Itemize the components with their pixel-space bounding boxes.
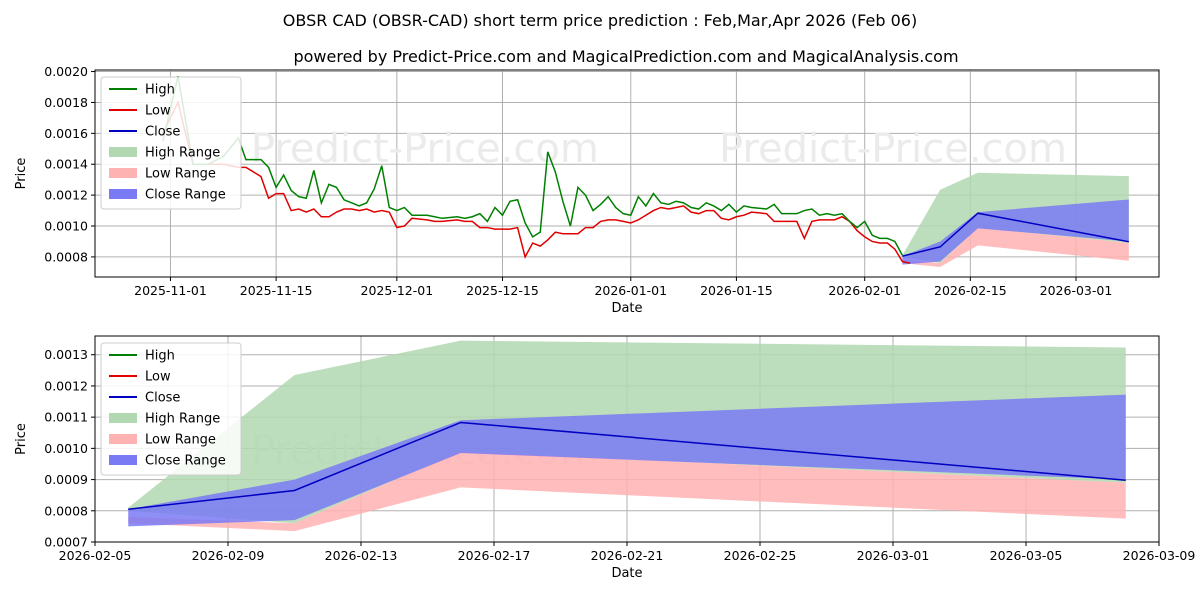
legend-close-label: Close (145, 125, 180, 140)
y-tick-label: 0.0010 (44, 219, 88, 234)
x-tick-label: 2026-03-09 (1123, 548, 1196, 563)
low-line (162, 100, 911, 264)
legend-close-range-label: Close Range (145, 188, 226, 203)
x-tick-label: 2025-12-15 (466, 283, 539, 298)
x-tick-label: 2026-02-21 (591, 548, 664, 563)
y-tick-label: 0.0012 (44, 378, 88, 393)
y-tick-label: 0.0013 (44, 347, 88, 362)
legend-low-range-swatch (109, 434, 137, 444)
x-tick-label: 2026-01-01 (594, 283, 667, 298)
legend-close-range-swatch (109, 455, 137, 465)
y-tick-label: 0.0009 (44, 472, 88, 487)
legend-high-range-swatch (109, 413, 137, 423)
watermark: Predict-Price.com (251, 126, 599, 172)
y-tick-label: 0.0007 (44, 535, 88, 550)
close-line (902, 212, 1129, 257)
legend-close-label: Close (145, 391, 180, 406)
chart-title: OBSR CAD (OBSR-CAD) short term price pre… (283, 11, 917, 30)
y-tick-label: 0.0010 (44, 441, 88, 456)
close-range-band (902, 199, 1129, 265)
x-tick-label: 2025-11-01 (134, 283, 207, 298)
x-tick-label: 2026-03-01 (1040, 283, 1113, 298)
x-tick-label: 2026-01-15 (700, 283, 773, 298)
plot-area: Predict-Price.com Predict-Price.com (162, 76, 1129, 267)
x-tick-label: 2026-02-09 (192, 548, 265, 563)
y-tick-label: 0.0020 (44, 64, 88, 79)
legend-close-range-swatch (109, 189, 137, 199)
y-tick-label: 0.0014 (44, 157, 88, 172)
x-axis-label: Date (611, 301, 642, 316)
y-tick-label: 0.0008 (44, 503, 88, 518)
x-tick-label: 2025-11-15 (240, 283, 313, 298)
close-line (128, 421, 1126, 510)
y-tick-label: 0.0012 (44, 188, 88, 203)
y-tick-label: 0.0016 (44, 126, 88, 141)
legend-close-range-label: Close Range (145, 454, 226, 469)
high-line (162, 76, 904, 256)
legend-low-range-label: Low Range (145, 433, 216, 448)
low-range-band (128, 451, 1126, 532)
legend-high-label: High (145, 349, 175, 364)
legend-high-label: High (145, 83, 175, 98)
chart-subtitle: powered by Predict-Price.com and Magical… (293, 47, 958, 66)
x-tick-label: 2026-02-01 (828, 283, 901, 298)
legend-high-range-label: High Range (145, 412, 220, 427)
legend-high-range-label: High Range (145, 146, 220, 161)
history-panel: Predict-Price.com Predict-Price.com 2025-1… (14, 64, 1160, 316)
legend-high-range-swatch (109, 147, 137, 157)
x-tick-label: 2025-12-01 (361, 283, 434, 298)
watermark: Predict-Price.com (719, 126, 1067, 172)
x-tick-label: 2026-02-25 (724, 548, 797, 563)
y-axis-label: Price (14, 423, 29, 455)
x-tick-label: 2026-02-13 (325, 548, 398, 563)
legend-low-label: Low (145, 104, 171, 119)
x-tick-label: 2026-03-05 (990, 548, 1063, 563)
x-tick-label: 2026-02-15 (934, 283, 1007, 298)
legend-low-label: Low (145, 370, 171, 385)
y-tick-label: 0.0018 (44, 95, 88, 110)
close-range-band (128, 394, 1126, 527)
y-tick-label: 0.0011 (44, 410, 88, 425)
legend-low-range-label: Low Range (145, 167, 216, 182)
x-tick-label: 2026-02-05 (59, 548, 132, 563)
x-tick-label: 2026-03-01 (857, 548, 930, 563)
plot-frame (94, 69, 1160, 278)
x-axis-label: Date (611, 566, 642, 581)
y-tick-label: 0.0008 (44, 249, 88, 264)
y-axis-label: Price (14, 158, 29, 190)
legend-low-range-swatch (109, 168, 137, 178)
x-tick-label: 2026-02-17 (458, 548, 531, 563)
low-range-band (902, 227, 1129, 267)
